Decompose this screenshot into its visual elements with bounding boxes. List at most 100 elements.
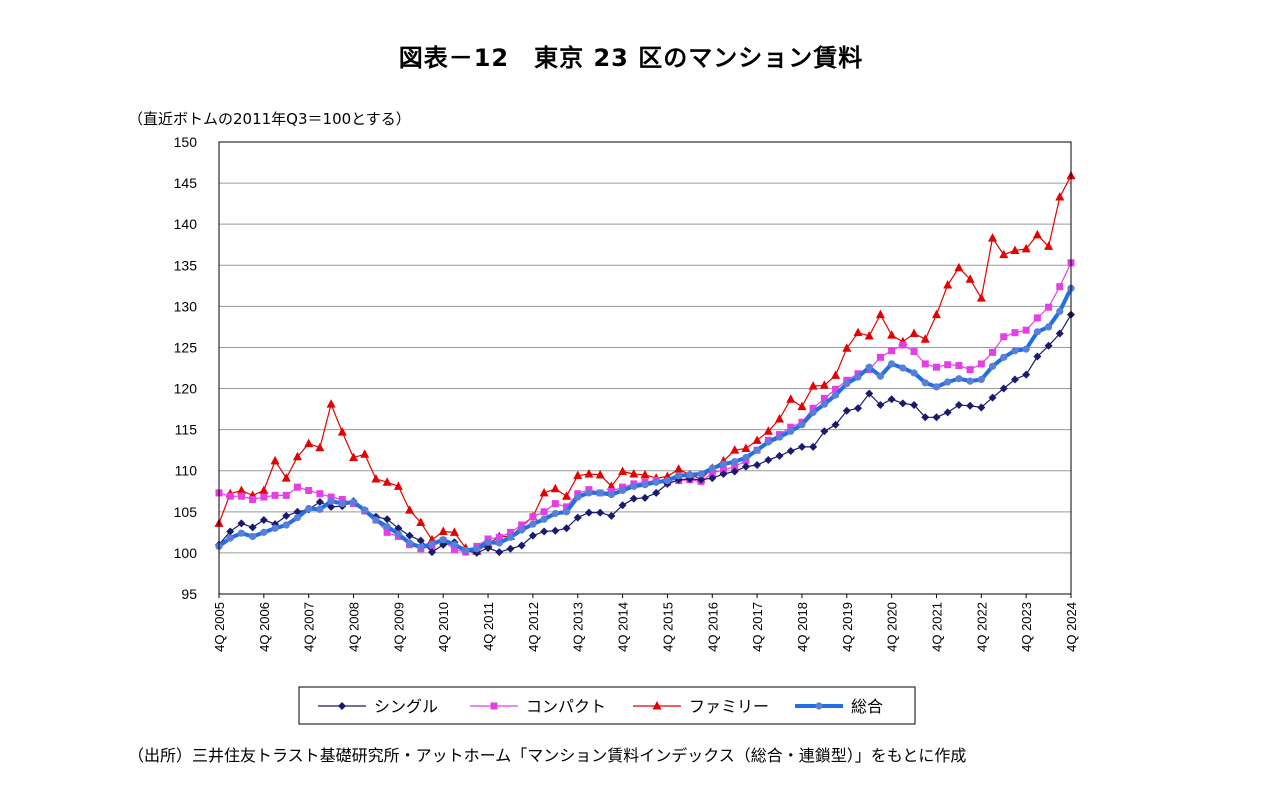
- family-point: [730, 445, 740, 454]
- family-point: [1055, 192, 1065, 201]
- total-point: [1044, 323, 1053, 331]
- single-point: [405, 531, 414, 540]
- family-point: [1044, 241, 1054, 250]
- single-point: [809, 442, 818, 451]
- compact-point: [719, 466, 727, 474]
- x-tick-label: 4Q 2011: [481, 602, 496, 651]
- total-point: [820, 400, 828, 408]
- family-point: [236, 485, 246, 494]
- single-point: [887, 395, 896, 404]
- single-point: [1010, 375, 1019, 384]
- family-point: [931, 309, 941, 319]
- x-tick-label: 4Q 2020: [885, 602, 900, 652]
- single-point: [730, 467, 739, 476]
- x-tick-label: 4Q 2018: [795, 602, 810, 652]
- family-point: [954, 262, 964, 272]
- series-line-single: [218, 314, 1072, 554]
- compact-point: [809, 404, 817, 412]
- total-point: [876, 372, 885, 380]
- x-tick-label: 4Q 2007: [302, 602, 317, 652]
- family-point: [775, 413, 785, 423]
- total-point: [506, 533, 515, 541]
- compact-point: [1011, 329, 1019, 337]
- compact-point: [529, 513, 537, 521]
- single-point: [999, 384, 1008, 393]
- total-point: [697, 470, 705, 478]
- single-point: [259, 516, 268, 525]
- compact-point: [271, 491, 279, 499]
- compact-point: [1033, 314, 1041, 322]
- family-point: [988, 233, 998, 242]
- legend-item-family: ファミリー: [633, 697, 769, 716]
- compact-point: [383, 528, 391, 536]
- single-point: [394, 524, 403, 533]
- y-tick-labels: 95 100 105 110 115 120 125 130 135 140 145 150: [174, 134, 198, 602]
- total-point: [282, 521, 290, 529]
- source-note: （出所）三井住友トラスト基礎研究所・アットホーム「マンション賃料インデックス（総…: [128, 746, 967, 765]
- x-tick-label: 4Q 2008: [347, 602, 362, 652]
- total-point: [383, 523, 391, 531]
- single-point: [1022, 370, 1031, 379]
- single-point: [697, 475, 706, 484]
- family-point: [920, 334, 930, 343]
- family-point: [259, 485, 269, 494]
- legend-label: ファミリー: [689, 697, 769, 716]
- y-tick-label: 150: [174, 134, 198, 150]
- single-point: [484, 543, 493, 552]
- legend-label: シングル: [374, 697, 438, 716]
- family-point: [831, 370, 841, 379]
- single-point: [854, 404, 862, 413]
- compact-point: [820, 394, 828, 402]
- family-point: [797, 401, 807, 411]
- total-point: [921, 379, 929, 387]
- family-point: [618, 466, 628, 476]
- single-point: [786, 447, 795, 456]
- x-tick-label: 4Q 2015: [660, 602, 675, 652]
- family-point: [875, 309, 885, 319]
- total-point: [944, 378, 952, 386]
- legend-total-point: [815, 702, 823, 710]
- compact-point: [932, 363, 940, 371]
- family-point: [1021, 243, 1031, 253]
- compact-point: [305, 486, 313, 494]
- family-point: [1010, 245, 1020, 254]
- single-point: [641, 493, 649, 502]
- compact-point: [966, 366, 974, 374]
- single-point: [1033, 352, 1042, 361]
- family-point: [808, 381, 818, 390]
- single-point: [517, 541, 526, 550]
- total-point: [518, 526, 526, 534]
- compact-point: [316, 490, 324, 498]
- compact-point: [226, 492, 234, 500]
- family-point: [449, 527, 459, 536]
- family-point: [405, 505, 415, 514]
- total-point: [910, 369, 918, 377]
- total-point: [865, 363, 873, 371]
- y-tick-label: 140: [174, 216, 198, 232]
- total-point: [574, 493, 582, 501]
- single-point: [282, 511, 291, 520]
- series-line-total: [217, 287, 1073, 553]
- total-point: [372, 516, 380, 524]
- single-point: [540, 527, 549, 536]
- legend-item-compact: コンパクト: [470, 697, 606, 716]
- single-point: [921, 413, 930, 422]
- single-point: [932, 413, 941, 422]
- total-point: [809, 408, 817, 416]
- total-point: [652, 478, 660, 486]
- single-point: [954, 400, 963, 409]
- single-point: [831, 420, 840, 429]
- y-tick-label: 95: [181, 586, 197, 602]
- total-point: [562, 508, 571, 516]
- compact-point: [888, 347, 896, 355]
- family-point: [1032, 229, 1042, 239]
- family-point: [741, 443, 751, 453]
- single-point: [573, 513, 582, 522]
- single-point: [797, 442, 806, 451]
- total-point: [955, 375, 963, 383]
- x-tick-label: 4Q 2024: [1064, 602, 1079, 652]
- x-tick-label: 4Q 2006: [257, 602, 272, 652]
- total-point: [1000, 353, 1008, 361]
- total-point: [338, 500, 346, 508]
- single-point: [596, 508, 605, 517]
